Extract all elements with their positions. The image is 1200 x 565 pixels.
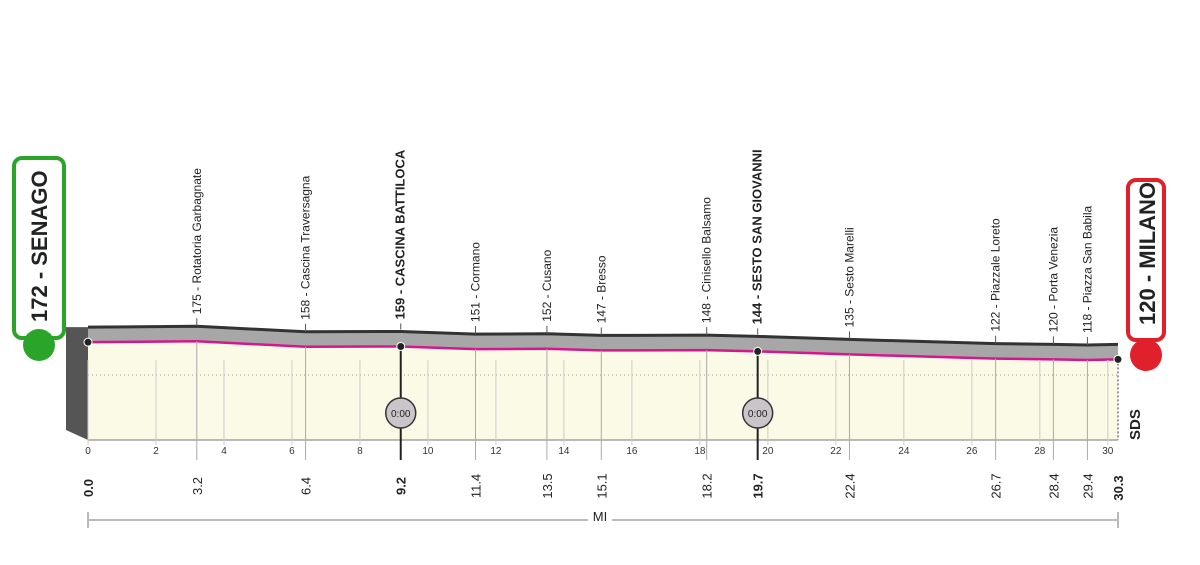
km-label: 15.1 [594,473,609,498]
x-tick-label: 14 [558,446,570,457]
km-label: 22.4 [842,473,857,498]
endpoint-dot [83,337,93,347]
x-tick-label: 26 [966,446,978,457]
waypoint-label: 135 - Sesto Marelli [842,227,856,327]
finish-icon [1130,339,1162,371]
stopwatch [384,397,417,429]
waypoint-label: 159 - CASCINA BATTILOCA [393,149,408,319]
route-line [87,339,1119,362]
start-label: 172 - SENAGO [27,170,52,322]
km-label: 26.7 [989,473,1004,498]
km-label: 13.5 [540,473,555,498]
time-check-dot [396,341,406,351]
waypoint-label: 118 - Piazza San Babila [1080,205,1094,333]
x-tick-label: 0 [85,446,91,457]
km-label: 6.4 [299,477,314,495]
x-tick-label: 22 [830,446,842,457]
km-label: 30.3 [1111,475,1126,500]
waypoint-label: 158 - Cascina Traversagna [299,175,313,319]
road-edge [87,324,1119,347]
km-label: 18.2 [700,473,715,498]
x-tick-label: 30 [1102,446,1114,457]
km-label: 9.2 [394,477,409,495]
km-label: 11.4 [469,474,484,498]
stopwatch-label: 0:00 [391,409,411,420]
waypoint-label: 122 - Piazzale Loreto [989,218,1003,332]
waypoint-label: 152 - Cusano [540,249,554,321]
waypoint-label: 148 - Cinisello Balsamo [700,197,714,323]
km-label: 29.4 [1080,473,1095,498]
waypoint-label: 144 - SESTO SAN GIOVANNI [750,149,765,324]
waypoint-label: 175 - Rotatoria Garbagnate [190,168,204,314]
stopwatch-label: 0:00 [748,409,768,420]
endpoint-dot [1113,354,1123,364]
province-label: MI [593,509,607,524]
time-check-dot [753,346,763,356]
start-icon [23,329,55,361]
start-wall [66,327,88,440]
x-tick-label: 28 [1034,446,1046,457]
stopwatch [741,397,774,429]
waypoint-label: 151 - Cormano [469,242,483,322]
x-tick-label: 20 [762,446,774,457]
x-tick-label: 2 [153,446,159,457]
bracket-gap [588,508,612,524]
road-band [88,326,1118,360]
waypoint-label: 147 - Bresso [594,255,608,323]
x-tick-label: 6 [289,446,295,457]
profile [66,324,1119,440]
logo: SDS [1127,409,1144,440]
x-tick-label: 4 [221,446,227,457]
km-label: 0.0 [81,479,96,497]
km-label: 3.2 [190,477,205,495]
finish-label: 120 - MILANO [1135,182,1160,325]
x-tick-label: 8 [357,446,363,457]
x-tick-label: 16 [626,446,638,457]
waypoint-label: 120 - Porta Venezia [1046,227,1060,333]
profile-fill [88,341,1118,440]
x-tick-label: 24 [898,446,910,457]
km-label: 28.4 [1046,473,1061,498]
x-tick-label: 12 [490,446,502,457]
x-tick-label: 10 [422,446,434,457]
km-label: 19.7 [751,473,766,498]
x-tick-label: 18 [694,446,706,457]
